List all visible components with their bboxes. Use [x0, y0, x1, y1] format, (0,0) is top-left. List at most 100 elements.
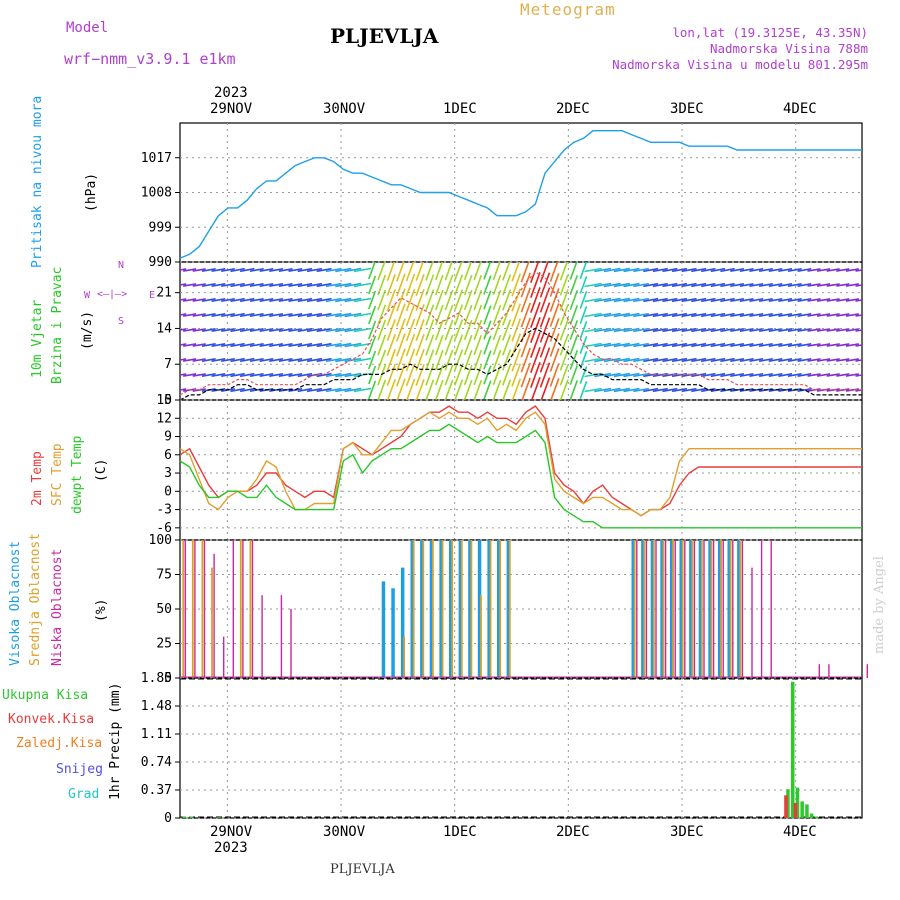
wind-arrow [807, 343, 821, 347]
precip-legend-conv: Konvek.Kisa [8, 712, 95, 727]
wind-arrow [463, 349, 473, 371]
ytick-label-4-1: 0.37 [141, 783, 172, 798]
wind-arrow [444, 304, 454, 326]
wind-arrow [415, 304, 425, 326]
cloud-bar-low [664, 540, 667, 678]
wind-arrow [435, 334, 444, 356]
wind-arrow [701, 357, 716, 363]
wind-arrow [643, 387, 659, 393]
wind-arrow [201, 298, 216, 302]
cloud-bar-high [468, 540, 472, 678]
wind-arrow [180, 373, 187, 376]
wind-arrow [502, 334, 512, 356]
wind-arrow [396, 348, 406, 372]
wind-arrow [797, 358, 812, 362]
wind-arrow [739, 328, 754, 332]
wind-arrow [758, 268, 773, 272]
wind-arrow [259, 298, 274, 302]
wind-arrows [180, 262, 862, 400]
wind-arrow [845, 313, 860, 317]
wind-arrow [816, 358, 831, 362]
wind-arrow [221, 268, 235, 272]
wind-arrow [269, 373, 284, 377]
wind-arrow [836, 283, 850, 287]
wind-arrow [230, 267, 245, 273]
wind-arrow [836, 298, 850, 302]
wind-arrow [691, 327, 707, 333]
cloud-bar-high [420, 540, 424, 678]
wind-arrow [288, 268, 303, 272]
wind-arrow [192, 343, 206, 347]
day-bottom-3: 2DEC [556, 824, 590, 840]
wind-arrow [230, 357, 245, 363]
wind-arrow [353, 312, 372, 318]
wind-arrow [613, 327, 630, 333]
wind-arrow [710, 372, 726, 378]
wind-arrow [239, 297, 255, 303]
cloud-bar-high [641, 540, 645, 678]
wind-arrow [603, 387, 621, 393]
wind-arrow [768, 358, 783, 362]
wind-arrow [787, 268, 802, 272]
wind-arrow [539, 262, 549, 283]
wind-arrow [405, 333, 416, 357]
cloud-bar-high [458, 540, 463, 678]
wind-arrow [483, 290, 492, 310]
ytick-label-0-0: 990 [149, 255, 172, 270]
wind-arrow [778, 268, 793, 272]
wind-arrow [377, 379, 387, 400]
wind-arrow [807, 283, 821, 287]
wind-arrow [845, 268, 860, 272]
wind-arrow [396, 262, 405, 282]
wind-arrow [239, 327, 255, 333]
wind-arrow [180, 313, 187, 316]
wind-arrow [540, 377, 551, 400]
ytick-label-1-2: 14 [156, 321, 172, 336]
wind-arrow [623, 387, 640, 393]
wind-arrow [201, 373, 216, 377]
wind-arrow [325, 282, 342, 288]
wind-arrow [368, 305, 377, 325]
wind-arrow [603, 327, 621, 333]
wind-arrow [807, 373, 821, 377]
wind-arrow [594, 312, 612, 318]
wind-arrow [613, 342, 630, 348]
precip-bar-total [805, 804, 809, 818]
wind-arrow [325, 267, 342, 273]
wind-arrow [613, 297, 630, 303]
wind-arrow [192, 373, 206, 377]
wind-arrow [353, 387, 372, 393]
cloud-bar-mid [182, 540, 185, 678]
wind-arrow [454, 379, 464, 400]
wind-arrow [701, 267, 716, 273]
wind-arrow [530, 272, 541, 298]
wind-arrow [855, 299, 862, 302]
wind-arrow [652, 312, 668, 318]
wind-arrow [671, 297, 688, 303]
cloud-bar-low [828, 664, 830, 678]
wind-arrow [377, 349, 387, 371]
cloud-bar-high [477, 540, 482, 678]
wind-arrow [353, 297, 372, 303]
wind-arrow [521, 377, 531, 400]
wind-arrow [425, 274, 435, 296]
wind-arrow [335, 312, 352, 318]
temp-line-2m [179, 405, 862, 517]
wind-arrow [701, 342, 716, 348]
wind-arrow [454, 334, 464, 356]
wind-arrow [211, 298, 226, 302]
day-bottom-2: 1DEC [443, 824, 477, 840]
wind-arrow [758, 343, 773, 347]
wind-arrow [306, 342, 323, 348]
wind-arrow [325, 357, 342, 363]
wind-arrow [826, 298, 840, 302]
wind-arrow [377, 304, 387, 326]
wind-arrow [368, 320, 377, 340]
wind-arrow [249, 298, 264, 302]
wind-arrow [230, 372, 245, 378]
wind-arrow [344, 342, 362, 348]
wind-dir-e: E [149, 290, 156, 301]
wind-arrow [701, 327, 716, 333]
cloud-bar-mid [710, 540, 713, 678]
model-name: wrf−nmm_v3.9.1 e1km [64, 50, 236, 68]
